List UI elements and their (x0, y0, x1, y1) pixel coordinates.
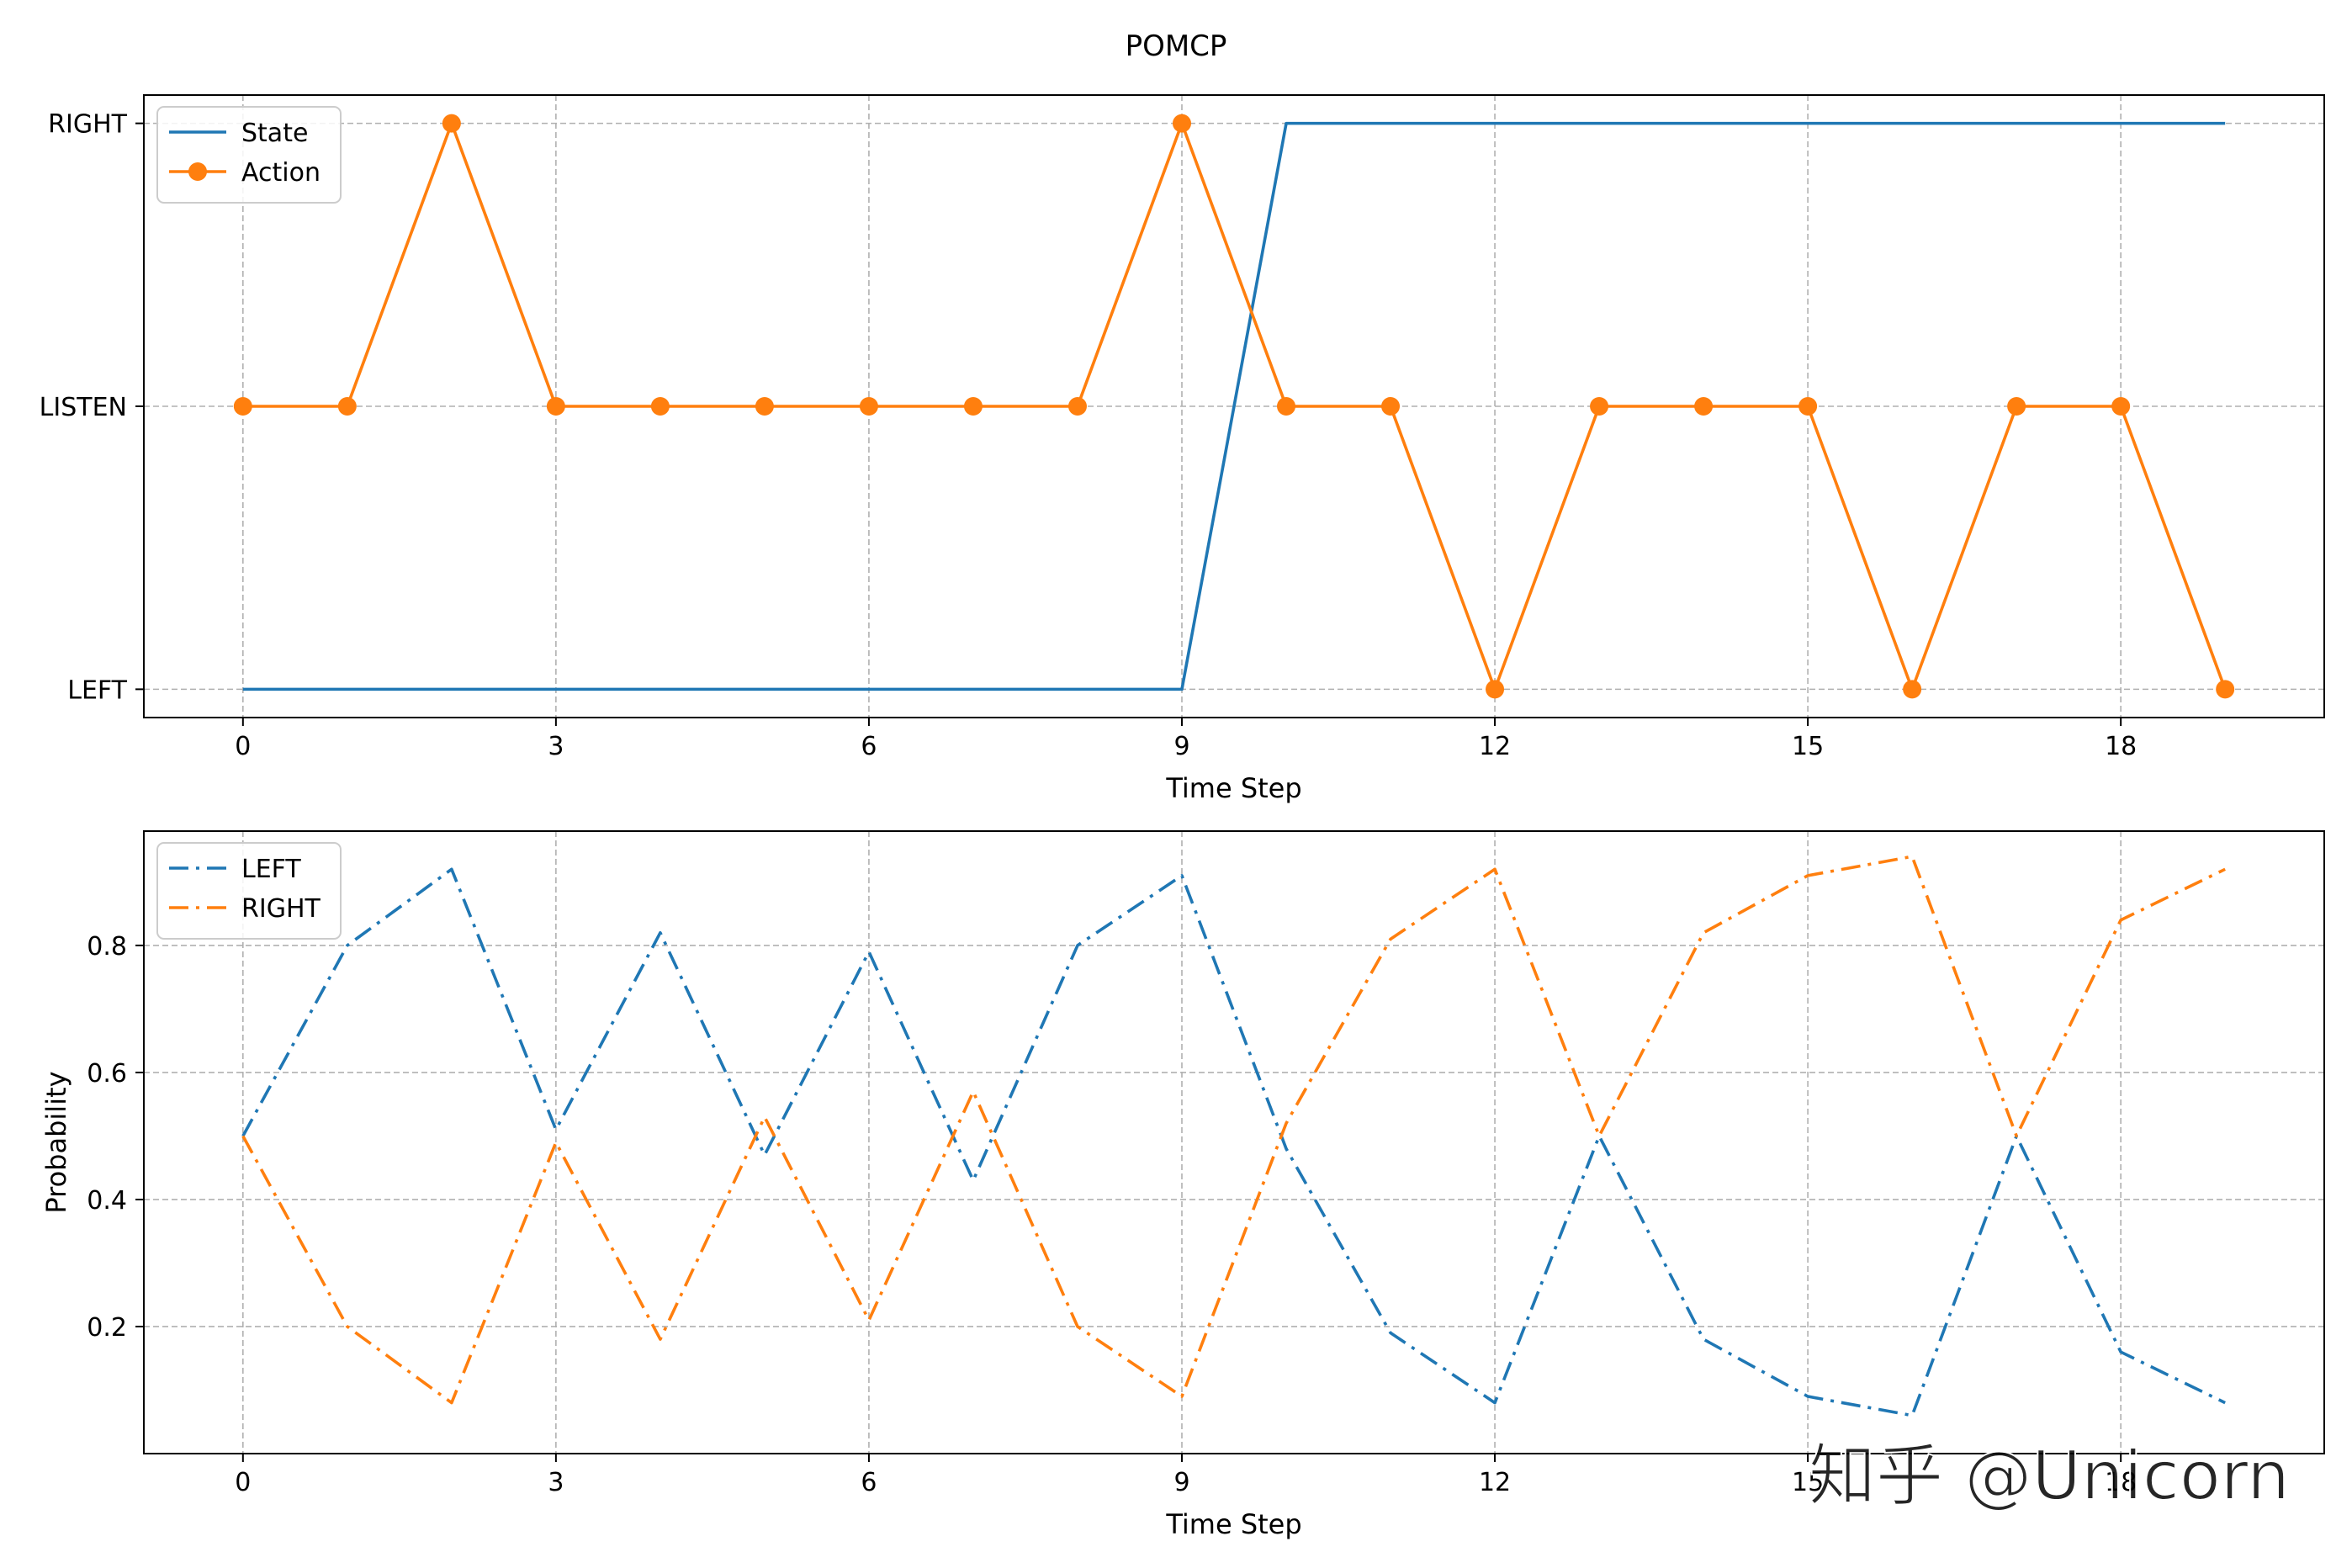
y-tick-label: LEFT (67, 675, 127, 705)
y-tick-label: 0.6 (87, 1059, 127, 1089)
data-point-action (859, 397, 878, 416)
data-point-action (1486, 680, 1505, 699)
data-point-action (442, 114, 461, 133)
top-subplot: 0 3 6 9 12 15 18 LEFT LISTEN RIGHT Time Step State A… (40, 94, 2325, 804)
y-tick-label: 0.8 (87, 932, 127, 961)
data-point-action (1277, 397, 1296, 416)
x-tick-label: 9 (1173, 1468, 1189, 1497)
x-tick-label: 0 (235, 732, 251, 761)
data-point-action (755, 397, 774, 416)
data-point-action (337, 397, 357, 416)
data-point-action (1172, 114, 1191, 133)
bottom-subplot: 0 3 6 9 12 15 18 0.2 0.4 0.6 0.8 Time Step Probabili… (40, 830, 2325, 1540)
legend-label-action: Action (241, 158, 320, 188)
x-tick-label: 6 (861, 1468, 877, 1497)
legend: State Action (156, 106, 342, 204)
x-tick-label: 15 (1792, 732, 1824, 761)
legend-label-state: State (241, 119, 308, 148)
series-line-right (241, 855, 2226, 1405)
legend-box (156, 842, 342, 940)
data-point-action (2007, 397, 2026, 416)
data-point-action (2111, 397, 2131, 416)
y-tick-label: LISTEN (40, 393, 127, 422)
y-tick-label: 0.2 (87, 1313, 127, 1343)
watermark: 知乎 @Unicorn (1809, 1437, 2290, 1515)
data-point-action (1381, 397, 1401, 416)
x-tick-label: 15 (1792, 1468, 1824, 1497)
x-tick-label: 18 (2105, 1468, 2137, 1497)
x-axis-label: Time Step (1165, 1508, 1301, 1540)
y-axis-label: Probability (40, 1071, 72, 1213)
x-tick-label: 3 (548, 732, 564, 761)
y-tick-label: RIGHT (48, 110, 127, 140)
data-point-action (2216, 680, 2235, 699)
x-axis-label: Time Step (1165, 772, 1301, 804)
x-tick-label: 12 (1479, 1468, 1511, 1497)
x-tick-label: 18 (2105, 732, 2137, 761)
series-line-state (242, 121, 2226, 691)
x-tick-label: 3 (548, 1468, 564, 1497)
series-line-left (241, 867, 2226, 1417)
data-point-action (650, 397, 670, 416)
axes-frame (143, 830, 2325, 1454)
legend: LEFT RIGHT (156, 842, 342, 940)
x-tick-label: 9 (1173, 732, 1189, 761)
data-point-action (546, 397, 565, 416)
figure-title: POMCP (1126, 29, 1227, 63)
x-tick-label: 6 (861, 732, 877, 761)
data-point-action (1798, 397, 1818, 416)
legend-label-right: RIGHT (241, 894, 320, 924)
data-point-action (1903, 680, 1922, 699)
x-tick-label: 12 (1479, 732, 1511, 761)
series-line-action (242, 121, 2227, 691)
data-point-action (1067, 397, 1087, 416)
data-point-action (1590, 397, 1609, 416)
legend-label-left: LEFT (241, 855, 301, 884)
data-point-action (1694, 397, 1714, 416)
legend-marker-action (188, 162, 207, 181)
data-point-action (963, 397, 983, 416)
y-tick-label: 0.4 (87, 1186, 127, 1216)
x-tick-label: 0 (235, 1468, 251, 1497)
data-point-action (233, 397, 252, 416)
